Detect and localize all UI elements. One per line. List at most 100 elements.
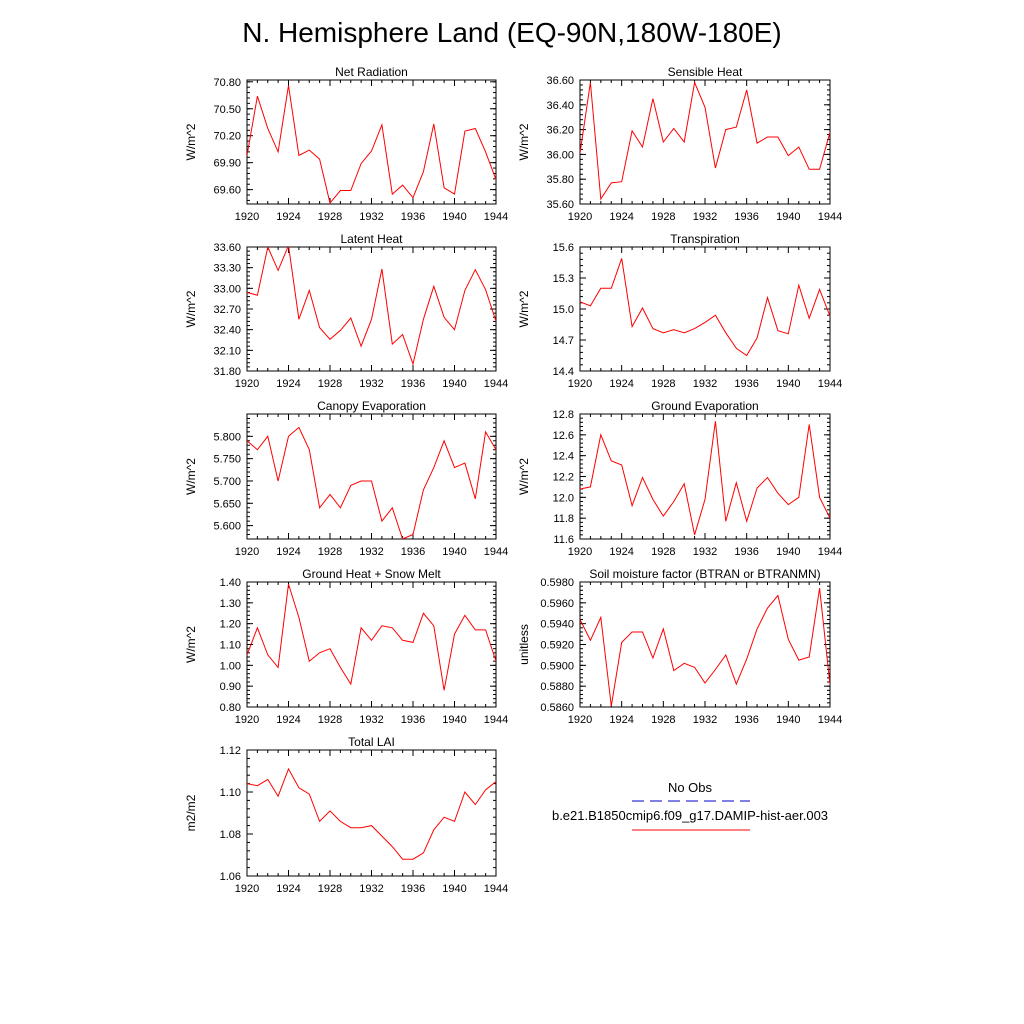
panel-title: Ground Heat + Snow Melt xyxy=(302,567,441,581)
legend: No Obs b.e21.B1850cmip6.f09_g17.DAMIP-hi… xyxy=(552,780,828,831)
y-tick-label: 1.40 xyxy=(220,577,241,589)
y-tick-label: 32.70 xyxy=(213,304,241,316)
x-tick-label: 1928 xyxy=(651,211,675,223)
y-tick-label: 0.5940 xyxy=(540,619,574,631)
x-tick-label: 1928 xyxy=(651,714,675,726)
x-tick-label: 1932 xyxy=(359,546,383,558)
y-tick-label: 70.50 xyxy=(213,104,241,116)
y-tick-label: 1.08 xyxy=(220,829,241,841)
x-tick-label: 1940 xyxy=(442,378,466,390)
y-axis-label: W/m^2 xyxy=(517,458,531,495)
y-tick-label: 36.20 xyxy=(546,125,574,137)
x-tick-label: 1928 xyxy=(651,378,675,390)
x-tick-label: 1944 xyxy=(484,883,508,895)
x-tick-label: 1924 xyxy=(609,546,633,558)
y-tick-label: 12.0 xyxy=(553,492,574,504)
y-tick-label: 32.10 xyxy=(213,345,241,357)
y-tick-label: 36.40 xyxy=(546,100,574,112)
series-line xyxy=(247,247,496,366)
x-tick-label: 1924 xyxy=(609,378,633,390)
x-tick-label: 1944 xyxy=(484,714,508,726)
x-tick-label: 1936 xyxy=(734,714,758,726)
x-tick-label: 1944 xyxy=(484,211,508,223)
panel-title: Soil moisture factor (BTRAN or BTRANMN) xyxy=(589,567,820,581)
y-axis-label: W/m^2 xyxy=(184,123,198,160)
x-tick-label: 1940 xyxy=(442,211,466,223)
y-tick-label: 0.5980 xyxy=(540,577,574,589)
x-tick-label: 1944 xyxy=(818,714,842,726)
x-tick-label: 1940 xyxy=(776,546,800,558)
y-tick-label: 1.30 xyxy=(220,598,241,610)
y-tick-label: 12.4 xyxy=(553,451,574,463)
panel-title: Net Radiation xyxy=(335,65,408,79)
x-tick-label: 1924 xyxy=(276,714,300,726)
x-tick-label: 1944 xyxy=(484,378,508,390)
series-line xyxy=(247,426,496,539)
panels: Net Radiation W/m^2 1920 1924 1928 1932 1936 19… xyxy=(184,65,842,895)
y-tick-label: 35.60 xyxy=(546,199,574,211)
panel-sensible-heat: Sensible Heat W/m^2 1920 1924 1928 1932 1936 19… xyxy=(517,65,842,223)
y-axis-label: W/m^2 xyxy=(184,626,198,663)
y-tick-label: 5.800 xyxy=(213,431,241,443)
y-tick-label: 35.80 xyxy=(546,174,574,186)
y-tick-label: 15.3 xyxy=(553,273,574,285)
x-tick-label: 1944 xyxy=(818,378,842,390)
x-tick-label: 1920 xyxy=(235,714,259,726)
y-tick-label: 0.80 xyxy=(220,702,241,714)
x-tick-label: 1940 xyxy=(776,211,800,223)
series-line xyxy=(247,85,496,204)
x-tick-label: 1920 xyxy=(568,211,592,223)
series-line xyxy=(580,258,830,357)
x-tick-label: 1932 xyxy=(693,378,717,390)
legend-entry-1-label: b.e21.B1850cmip6.f09_g17.DAMIP-hist-aer.… xyxy=(552,808,828,823)
y-tick-label: 11.8 xyxy=(553,513,574,525)
y-tick-label: 14.4 xyxy=(553,366,574,378)
y-axis-label: W/m^2 xyxy=(184,458,198,495)
x-tick-label: 1944 xyxy=(818,546,842,558)
x-tick-label: 1936 xyxy=(734,211,758,223)
y-tick-label: 33.30 xyxy=(213,263,241,275)
y-tick-label: 0.5920 xyxy=(540,640,574,652)
y-tick-label: 31.80 xyxy=(213,366,241,378)
x-tick-label: 1936 xyxy=(401,883,425,895)
x-tick-label: 1944 xyxy=(484,546,508,558)
x-tick-label: 1940 xyxy=(442,714,466,726)
y-tick-label: 33.00 xyxy=(213,283,241,295)
figure-title: N. Hemisphere Land (EQ-90N,180W-180E) xyxy=(242,17,782,48)
y-axis-label: unitless xyxy=(517,624,531,665)
x-tick-label: 1924 xyxy=(276,546,300,558)
series-line xyxy=(247,767,496,860)
x-tick-label: 1932 xyxy=(693,714,717,726)
x-tick-label: 1932 xyxy=(359,211,383,223)
panel-title: Sensible Heat xyxy=(668,65,743,79)
x-tick-label: 1940 xyxy=(442,546,466,558)
y-tick-label: 0.5860 xyxy=(540,702,574,714)
panel-title: Ground Evaporation xyxy=(651,399,758,413)
x-tick-label: 1924 xyxy=(276,211,300,223)
x-tick-label: 1936 xyxy=(734,546,758,558)
y-tick-label: 5.650 xyxy=(213,498,241,510)
y-tick-label: 70.80 xyxy=(213,77,241,89)
legend-entry-0-label: No Obs xyxy=(668,780,713,795)
y-tick-label: 14.7 xyxy=(553,335,574,347)
y-tick-label: 5.700 xyxy=(213,476,241,488)
x-tick-label: 1920 xyxy=(235,211,259,223)
x-tick-label: 1928 xyxy=(318,546,342,558)
panel-title: Transpiration xyxy=(670,232,740,246)
panel-soil-moisture-factor-btran-or-btranmn: Soil moisture factor (BTRAN or BTRANMN) u… xyxy=(517,567,842,726)
x-tick-label: 1920 xyxy=(568,714,592,726)
x-tick-label: 1936 xyxy=(401,714,425,726)
panel-total-lai: Total LAI m2/m2 1920 1924 1928 1932 1936 1940 19… xyxy=(184,735,508,895)
x-tick-label: 1924 xyxy=(609,211,633,223)
y-tick-label: 33.60 xyxy=(213,242,241,254)
panel-ground-evaporation: Ground Evaporation W/m^2 1920 1924 1928 1932 1… xyxy=(517,399,842,558)
y-tick-label: 0.5960 xyxy=(540,598,574,610)
y-tick-label: 0.5880 xyxy=(540,681,574,693)
y-axis-label: W/m^2 xyxy=(517,123,531,160)
x-tick-label: 1936 xyxy=(734,378,758,390)
y-tick-label: 12.8 xyxy=(553,409,574,421)
x-tick-label: 1920 xyxy=(568,546,592,558)
y-tick-label: 32.40 xyxy=(213,325,241,337)
y-axis-label: m2/m2 xyxy=(184,794,198,831)
